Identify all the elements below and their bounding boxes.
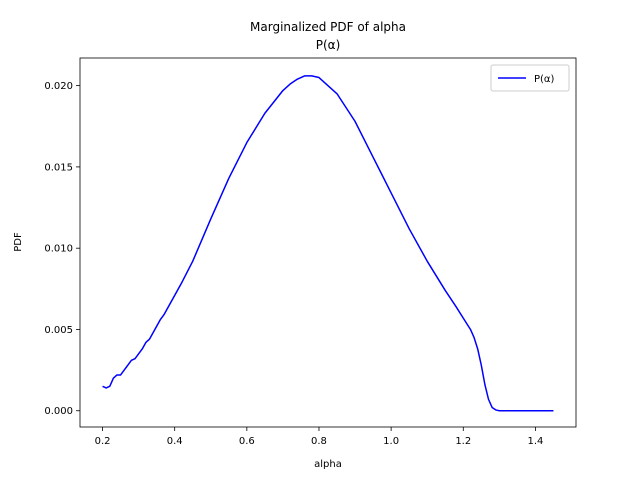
y-tick-label: 0.005 bbox=[44, 325, 73, 336]
y-tick-label: 0.010 bbox=[44, 244, 73, 255]
x-tick-label: 0.4 bbox=[167, 436, 183, 447]
y-tick-label: 0.015 bbox=[44, 162, 73, 173]
x-tick-label: 1.2 bbox=[455, 436, 471, 447]
x-tick-label: 0.8 bbox=[311, 436, 327, 447]
x-tick-label: 1.4 bbox=[527, 436, 543, 447]
x-axis-ticks: 0.2 0.4 0.6 0.8 1.0 1.2 1.4 bbox=[95, 427, 543, 447]
chart-title: Marginalized PDF of alpha bbox=[250, 20, 406, 34]
legend-box bbox=[490, 64, 570, 92]
x-tick-label: 0.2 bbox=[95, 436, 111, 447]
y-tick-label: 0.020 bbox=[44, 81, 73, 92]
x-tick-label: 1.0 bbox=[383, 436, 399, 447]
legend: P(α) bbox=[490, 64, 570, 92]
x-tick-label: 0.6 bbox=[239, 436, 255, 447]
y-axis-label: PDF bbox=[13, 232, 24, 252]
x-axis-label: alpha bbox=[314, 459, 342, 470]
plot-area bbox=[102, 75, 554, 412]
y-tick-label: 0.000 bbox=[44, 406, 73, 417]
chart-subtitle: P(α) bbox=[316, 38, 341, 52]
series-line bbox=[102, 75, 554, 412]
axes-frame bbox=[79, 57, 577, 428]
y-axis-ticks: 0.000 0.005 0.010 0.015 0.020 bbox=[44, 81, 80, 417]
legend-label: P(α) bbox=[534, 74, 555, 85]
